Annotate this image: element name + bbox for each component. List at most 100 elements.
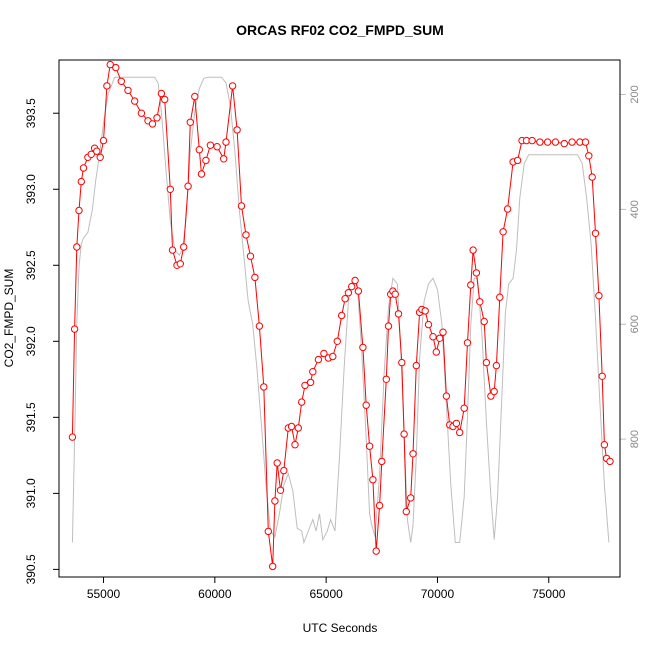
data-point	[372, 547, 380, 555]
data-point	[409, 450, 417, 458]
data-point	[301, 381, 309, 390]
data-point	[124, 86, 132, 95]
y-axis-label: CO2_FMPD_SUM	[2, 269, 16, 368]
data-point	[184, 182, 192, 190]
data-point	[469, 246, 477, 254]
data-point	[394, 310, 403, 318]
x-tick-label: 65000	[309, 587, 343, 601]
data-point	[233, 126, 241, 134]
data-point	[463, 339, 472, 347]
data-point	[452, 419, 461, 428]
data-point	[382, 375, 390, 383]
grey-series-line	[71, 76, 610, 545]
data-point	[513, 156, 522, 165]
data-point	[255, 322, 264, 330]
data-point	[306, 378, 315, 387]
data-point	[246, 252, 255, 260]
data-point	[581, 138, 590, 146]
data-point	[157, 89, 166, 98]
y-tick-label: 390.5	[24, 554, 38, 584]
data-point	[291, 441, 299, 449]
data-point	[378, 457, 386, 466]
right-y-tick-label: 200	[629, 85, 641, 103]
data-point	[99, 136, 108, 145]
data-point	[287, 422, 296, 431]
data-point	[96, 153, 104, 162]
grey-series	[71, 76, 610, 545]
data-point	[429, 333, 437, 341]
y-tick-label: 391.5	[24, 402, 38, 432]
y-tick-label: 393.0	[24, 174, 38, 204]
data-point	[402, 507, 410, 516]
data-point	[320, 349, 328, 358]
data-point	[436, 334, 444, 342]
data-point	[117, 77, 126, 86]
data-point	[87, 150, 96, 159]
x-tick-label: 55000	[87, 587, 121, 601]
data-point	[294, 424, 302, 432]
data-point	[467, 281, 475, 289]
data-point	[276, 486, 285, 494]
right-y-tick-label: 800	[629, 430, 641, 448]
x-axis-label: UTC Seconds	[303, 621, 378, 635]
data-point	[472, 269, 481, 277]
x-tick-label: 70000	[421, 587, 455, 601]
data-point	[137, 109, 146, 117]
data-point	[298, 398, 306, 406]
x-tick-label: 60000	[198, 587, 232, 601]
data-point	[492, 361, 501, 370]
data-point	[543, 138, 552, 146]
data-point	[251, 273, 259, 282]
data-point	[439, 328, 447, 336]
data-point	[591, 229, 600, 238]
data-point	[560, 139, 568, 148]
data-point	[588, 173, 596, 181]
data-point	[528, 136, 536, 145]
data-point	[391, 290, 399, 298]
data-point	[600, 441, 609, 449]
data-point	[70, 325, 79, 333]
y-tick-label: 392.5	[24, 250, 38, 280]
data-point	[398, 358, 406, 367]
data-point	[148, 120, 157, 128]
data-point	[166, 185, 175, 194]
data-point	[153, 114, 161, 122]
right-y-tick-label: 400	[629, 200, 641, 218]
data-point	[75, 206, 83, 215]
data-point	[362, 401, 370, 409]
data-point	[384, 322, 393, 330]
y-tick-label: 393.5	[24, 98, 38, 128]
data-point	[354, 287, 363, 295]
data-point	[344, 289, 353, 297]
data-point	[460, 404, 468, 412]
chart-title: ORCAS RF02 CO2_FMPD_SUM	[236, 22, 444, 38]
data-point	[503, 205, 512, 213]
data-point	[131, 97, 139, 105]
data-point	[407, 494, 415, 502]
data-point	[269, 562, 277, 571]
data-point	[77, 177, 86, 186]
data-point	[271, 497, 279, 505]
data-point	[348, 282, 356, 291]
data-point	[237, 202, 246, 210]
data-point	[442, 392, 451, 400]
data-point	[68, 433, 77, 441]
data-point	[369, 476, 377, 484]
data-point	[161, 95, 169, 104]
data-point	[606, 457, 614, 466]
data-point	[180, 243, 188, 251]
data-point	[424, 320, 433, 329]
data-point	[496, 293, 504, 301]
data-point	[375, 501, 384, 510]
data-point	[103, 82, 111, 90]
data-point	[598, 372, 606, 380]
data-point	[213, 143, 221, 151]
data-point	[341, 295, 349, 303]
data-point	[333, 337, 341, 345]
y-tick-label: 392.0	[24, 326, 38, 356]
data-point	[176, 260, 185, 268]
axes: 55000 60000 65000 70000 75000 390.5 391.0 391.5…	[24, 85, 641, 601]
data-point	[365, 442, 374, 450]
data-point	[228, 82, 237, 90]
